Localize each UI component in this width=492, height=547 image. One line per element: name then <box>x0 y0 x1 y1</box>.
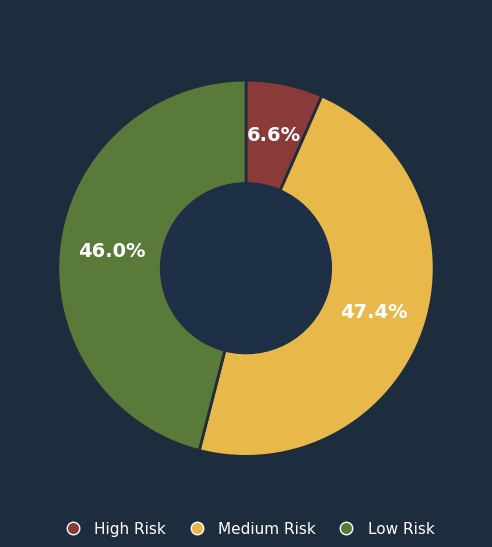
Text: 46.0%: 46.0% <box>78 242 145 261</box>
Wedge shape <box>199 96 434 456</box>
Text: 6.6%: 6.6% <box>247 126 301 145</box>
Circle shape <box>161 184 331 353</box>
Text: 47.4%: 47.4% <box>340 303 408 322</box>
Wedge shape <box>246 80 322 191</box>
Legend: High Risk, Medium Risk, Low Risk: High Risk, Medium Risk, Low Risk <box>52 516 440 543</box>
Wedge shape <box>58 80 246 451</box>
